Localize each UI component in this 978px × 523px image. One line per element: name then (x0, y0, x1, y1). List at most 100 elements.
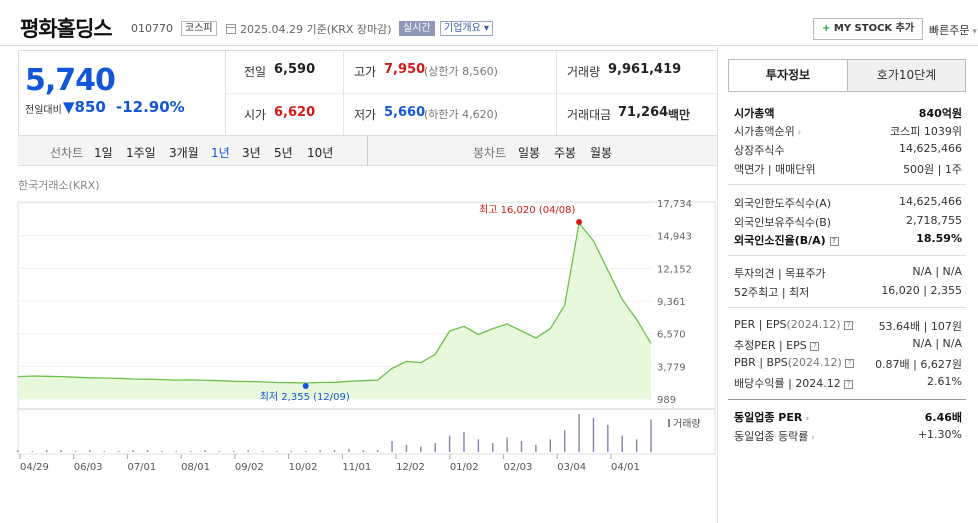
volume-bar (319, 450, 321, 452)
x-tick-label: 09/02 (235, 462, 264, 473)
stock-code: 010770 (131, 22, 173, 35)
x-tick-label: 10/02 (289, 462, 318, 473)
x-tick-label: 06/03 (74, 462, 103, 473)
tab-monthly[interactable]: 월봉 (590, 146, 613, 160)
volume-bar (607, 424, 609, 452)
tab-1d[interactable]: 1일 (94, 146, 113, 160)
pbr-label-wrap: PBR | BPS(2024.12) ? (734, 356, 855, 369)
tab-5y[interactable]: 5년 (274, 146, 293, 160)
industry-per-link[interactable]: 동일업종 PER › (734, 409, 809, 425)
volume-bar (535, 444, 537, 452)
high-label: 고가 (354, 65, 377, 79)
face-row: 액면가 | 매매단위 500원 | 1주 (734, 161, 962, 179)
change-label: 전일대비 (25, 105, 62, 116)
volume-bar (247, 450, 249, 452)
opinion-value: N/A | N/A (912, 265, 962, 278)
y-tick-label: 12,152 (657, 264, 692, 275)
foreign-limit-row: 외국인한도주식수(A) 14,625,466 (734, 195, 962, 213)
chart-tab-bar: 선차트 1일 1주일 3개월 1년 3년 5년 10년 봉차트 일봉 주봉 월봉 (18, 136, 717, 166)
shares-label: 상장주식수 (734, 144, 785, 157)
foreign-ratio-label: 외국인소진율(B/A) (734, 234, 826, 247)
tab-weekly[interactable]: 주봉 (554, 146, 577, 160)
volume-bar (132, 450, 134, 452)
foreign-hold-row: 외국인보유주식수(B) 2,718,755 (734, 214, 962, 232)
quick-order-menu[interactable]: 빠른주문 ▾ (929, 22, 977, 38)
volume-bar (405, 444, 408, 452)
volume-bar (563, 430, 566, 452)
volume-bar (305, 451, 307, 452)
high-value: 7,950 (384, 62, 426, 77)
y-tick-label: 14,943 (657, 232, 692, 243)
face-value: 500원 | 1주 (903, 163, 962, 176)
volume-label: 거래량 (567, 65, 601, 79)
help-icon[interactable]: ? (844, 321, 854, 330)
realtime-button[interactable]: 실시간 (399, 21, 435, 36)
foreign-ratio-row: 외국인소진율(B/A) ? 18.59% (734, 232, 962, 250)
industry-chg-link[interactable]: 동일업종 등락률 › (734, 428, 815, 444)
volume-bar (89, 450, 91, 452)
current-price: 5,740 (25, 63, 116, 98)
tab-orderbook[interactable]: 호가10단계 (847, 60, 965, 91)
tab-invest-info[interactable]: 투자정보 (729, 60, 847, 91)
prev-close-label: 전일 (244, 65, 267, 79)
per-label-wrap: PER | EPS(2024.12) ? (734, 318, 854, 331)
chevron-right-icon: › (802, 414, 810, 424)
volume-bar (650, 419, 652, 452)
tab-3y[interactable]: 3년 (242, 146, 261, 160)
x-tick-label: 01/02 (450, 462, 479, 473)
volume-bar (276, 451, 278, 452)
help-icon[interactable]: ? (810, 342, 820, 351)
quick-order-label: 빠른주문 (929, 24, 970, 37)
company-info-label: 기업개요 (444, 23, 481, 34)
help-icon[interactable]: ? (829, 237, 839, 246)
low-value: 5,660 (384, 105, 426, 120)
volume-bar (635, 439, 638, 452)
amount-label: 거래대금 (567, 108, 612, 122)
company-name: 평화홀딩스 (20, 17, 113, 41)
stock-header: 평화홀딩스 010770 코스피 2025.04.29 기준(KRX 장마감) … (0, 0, 978, 46)
per-value: 53.64배 | 107원 (878, 320, 962, 333)
foreign-hold-value: 2,718,755 (906, 214, 962, 227)
y-tick-label: 3,779 (657, 362, 686, 373)
company-info-dropdown[interactable]: 기업개요 ▾ (440, 21, 494, 36)
dividend-value: 2.61% (927, 375, 962, 388)
volume-bar (161, 451, 163, 452)
add-my-stock-button[interactable]: + MY STOCK 추가 (813, 18, 924, 40)
volume-legend-label: 거래량 (673, 418, 701, 430)
pbr-label: PBR | BPS (734, 356, 788, 369)
market-cap-value: 840억원 (918, 107, 962, 120)
tab-3m[interactable]: 3개월 (169, 146, 199, 160)
x-tick-label: 12/02 (396, 462, 425, 473)
help-icon[interactable]: ? (845, 359, 855, 368)
volume-bar (348, 449, 350, 452)
change-value: ▼850 (63, 98, 106, 116)
line-chart-label: 선차트 (50, 146, 84, 160)
help-icon[interactable]: ? (844, 380, 854, 389)
volume-bar (448, 435, 451, 452)
volume-bar (290, 451, 293, 452)
industry-chg-row: 동일업종 등락률 › +1.30% (734, 428, 962, 446)
y-tick-label: 9,361 (657, 297, 686, 308)
market-cap-rank-link[interactable]: 시가총액순위 › (734, 123, 801, 139)
dividend-row: 배당수익률 | 2024.12 ? 2.61% (734, 375, 962, 393)
volume-bar (463, 432, 465, 452)
shares-row: 상장주식수 14,625,466 (734, 142, 962, 160)
est-per-label: 추정PER | EPS (734, 339, 807, 352)
tab-1y[interactable]: 1년 (211, 146, 230, 160)
open-value: 6,620 (274, 105, 316, 120)
min-point-marker (302, 383, 309, 390)
est-per-label-wrap: 추정PER | EPS ? (734, 337, 820, 353)
x-tick-label: 04/01 (611, 462, 640, 473)
tab-10y[interactable]: 10년 (307, 146, 334, 160)
volume-bar (578, 414, 580, 452)
x-tick-label: 11/01 (342, 462, 371, 473)
volume-bar (520, 441, 523, 452)
price-line (17, 221, 652, 384)
per-period: (2024.12) (786, 318, 841, 331)
tab-1w[interactable]: 1주일 (126, 146, 156, 160)
min-label: 최저 2,355 (12/09) (260, 391, 350, 403)
volume-bar (175, 451, 177, 452)
volume-bar (261, 451, 264, 452)
tab-daily[interactable]: 일봉 (518, 146, 541, 160)
current-price-box: 5,740 전일대비 ▼850 -12.90% (18, 50, 226, 136)
